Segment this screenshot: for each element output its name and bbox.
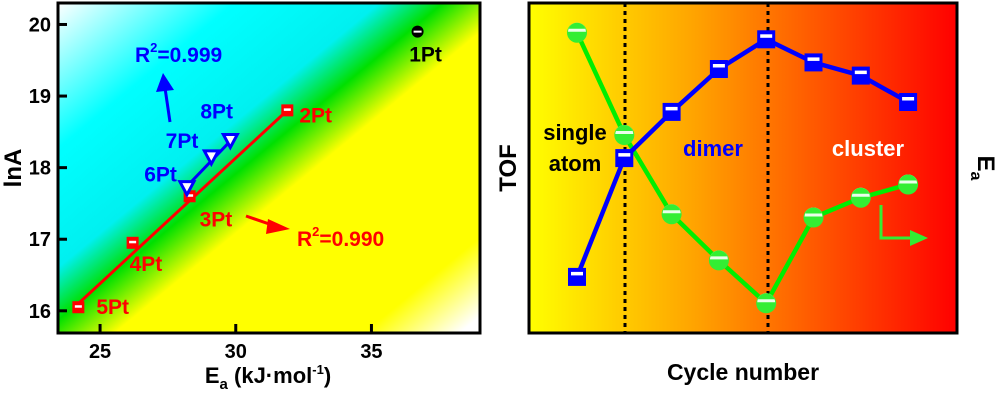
right-chart: single atom dimer cluster TOF Ea Cycle n… [495, 1, 999, 385]
right-plot-frame [527, 1, 959, 335]
marker-highlight-top [804, 207, 823, 217]
point-label-1Pt: 1Pt [409, 44, 442, 67]
x-tick-label: 25 [89, 341, 111, 363]
left-y-axis-label: lnA [0, 149, 27, 188]
marker-highlight [854, 70, 867, 75]
tof-point [568, 267, 586, 286]
region-label-single: single [543, 120, 607, 145]
marker-highlight [129, 240, 137, 244]
marker-highlight-top [851, 187, 870, 197]
marker-highlight-top [757, 293, 776, 303]
red-arrow-icon [245, 214, 290, 234]
marker-highlight [413, 30, 422, 33]
region-label-dimer: dimer [683, 136, 743, 161]
point-label-6Pt: 6Pt [144, 164, 177, 187]
marker-highlight [283, 108, 291, 111]
marker-highlight [618, 153, 631, 157]
marker-highlight [74, 305, 82, 308]
tof-point [899, 93, 918, 111]
point-label-7Pt: 7Pt [166, 130, 199, 153]
marker-highlight [760, 34, 773, 38]
red-r2-annotation: R2=0.990 [297, 224, 384, 251]
marker-highlight [571, 271, 583, 276]
tof-point [851, 66, 870, 85]
blue-r2-annotation: R2=0.999 [135, 40, 222, 67]
marker-highlight-top [615, 125, 634, 134]
marker-highlight [186, 194, 194, 197]
marker-highlight-top [568, 22, 586, 32]
point-label-5Pt: 5Pt [96, 296, 129, 319]
x-tick-label: 30 [225, 341, 247, 363]
marker-highlight [712, 64, 725, 68]
right-x-axis-label: Cycle number [667, 359, 819, 385]
right-right-axis-label-ea: Ea [967, 156, 999, 181]
tof-point [804, 53, 823, 72]
fit-line [77, 109, 289, 305]
y-tick-label: 17 [29, 229, 51, 251]
marker-highlight-top [709, 250, 728, 260]
marker-highlight [902, 97, 915, 101]
point-label-3Pt: 3Pt [200, 208, 233, 231]
region-label-atom: atom [549, 151, 602, 176]
tof-point [757, 30, 776, 49]
marker-highlight [665, 106, 678, 111]
y-tick-label: 16 [29, 301, 51, 323]
data-point-triangle [201, 149, 221, 168]
data-point-triangle [177, 180, 197, 198]
tof-point [662, 102, 681, 121]
marker-highlight-top [899, 174, 918, 184]
marker-highlight-top [662, 204, 681, 214]
point-label-2Pt: 2Pt [299, 104, 332, 127]
left-chart: 25 30 35 16 17 18 19 20 lnA Ea (kJ·mol-1) R2=0.… [0, 1, 482, 393]
x-tick-label: 35 [360, 341, 382, 363]
blue-arrow-icon [156, 73, 174, 123]
y-tick-label: 18 [29, 158, 51, 180]
green-right-arrow-icon [879, 205, 928, 246]
right-plot-background [529, 3, 957, 333]
region-label-cluster: cluster [832, 136, 905, 161]
tof-point [709, 60, 728, 78]
y-tick-label: 20 [29, 14, 51, 36]
point-label-8Pt: 8Pt [200, 100, 233, 123]
data-point-triangle [220, 132, 240, 151]
left-x-axis-label: Ea (kJ·mol-1) [205, 362, 331, 393]
left-plot-background [58, 3, 480, 333]
tof-point [615, 149, 634, 168]
right-left-axis-label-tof: TOF [495, 144, 522, 192]
marker-highlight [807, 57, 820, 61]
y-tick-label: 19 [29, 86, 51, 108]
point-label-4Pt: 4Pt [130, 253, 163, 276]
